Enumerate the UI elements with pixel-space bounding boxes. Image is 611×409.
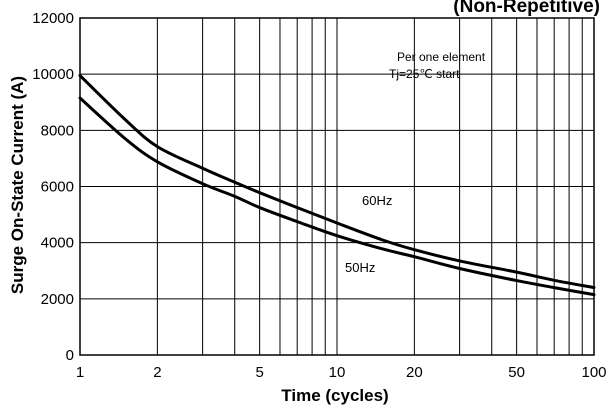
x-tick-label: 2	[153, 364, 161, 381]
plot-frame	[79, 17, 595, 356]
chart-title: (Non-Repetitive)	[453, 0, 600, 17]
y-tick-label: 10000	[32, 66, 74, 83]
note-junction-temp: Tj=25℃ start	[389, 67, 460, 81]
y-tick-label: 12000	[32, 10, 74, 27]
x-tick-label: 50	[508, 364, 525, 381]
series-label-60hz: 60Hz	[362, 193, 392, 208]
y-tick-label: 4000	[41, 235, 74, 252]
y-tick-label: 0	[66, 347, 74, 364]
grid-lines	[80, 18, 594, 355]
y-tick-label: 8000	[41, 122, 74, 139]
x-tick-label: 10	[329, 364, 346, 381]
x-tick-label: 20	[406, 364, 423, 381]
x-tick-label: 5	[255, 364, 263, 381]
x-axis-title: Time (cycles)	[281, 386, 388, 405]
series-label-50hz: 50Hz	[345, 260, 375, 275]
y-axis-title: Surge On-State Current (A)	[8, 76, 27, 294]
y-tick-label: 2000	[41, 291, 74, 308]
series-curves	[78, 74, 596, 297]
note-per-element: Per one element	[397, 50, 486, 64]
tick-labels: 1 2 5 10 20 50 100 0 2000 4000 6000 8000 10000 12000	[32, 10, 606, 381]
series-line-60hz	[78, 74, 596, 290]
x-tick-label: 100	[581, 364, 606, 381]
y-tick-label: 6000	[41, 179, 74, 196]
x-tick-label: 1	[76, 364, 84, 381]
series-line-50hz	[78, 96, 596, 297]
